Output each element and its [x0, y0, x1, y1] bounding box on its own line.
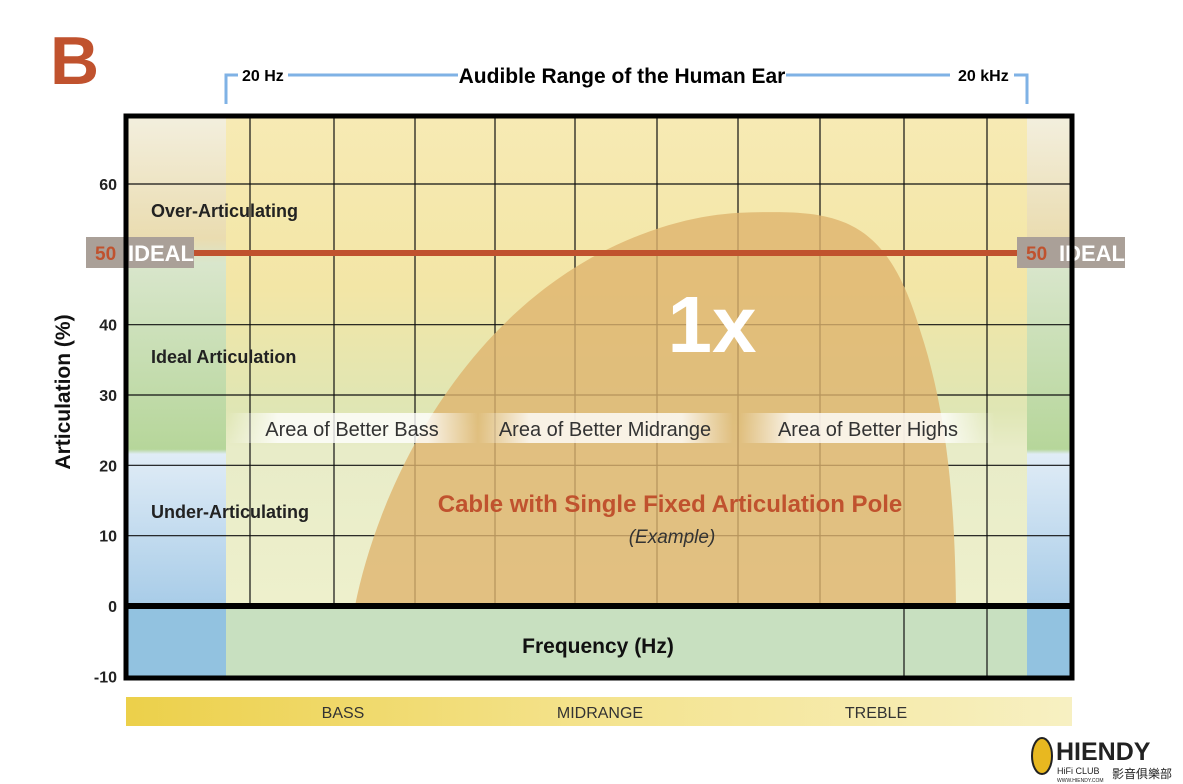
ideal-value-left: 50	[95, 244, 116, 265]
logo-cjk: 影音俱樂部	[1112, 766, 1172, 781]
right-margin-zone	[1027, 116, 1072, 606]
freq-band	[226, 606, 1027, 678]
ideal-value-right: 50	[1026, 244, 1047, 265]
y-tick-label: -10	[94, 669, 117, 686]
ideal-label-left: IDEAL	[128, 241, 194, 266]
freq-right	[1027, 606, 1072, 678]
ideal-label-right: IDEAL	[1059, 241, 1125, 266]
series-name: Cable with Single Fixed Articulation Pol…	[438, 491, 903, 518]
chart-title: Audible Range of the Human Ear	[459, 65, 786, 88]
y-tick-label: 10	[99, 529, 117, 546]
band-midrange: MIDRANGE	[557, 705, 643, 722]
y-tick-label: 60	[99, 177, 117, 194]
hiendy-logo: HIENDY HiFi CLUB WWW.HIENDY.COM 影音俱樂部	[1031, 737, 1172, 784]
zone-label: Ideal Articulation	[151, 347, 296, 367]
range-end-label: 20 kHz	[958, 68, 1009, 85]
area-label-bg	[228, 413, 478, 443]
logo-sub: HiFi CLUB	[1057, 766, 1100, 776]
x-axis-label: Frequency (Hz)	[522, 635, 674, 658]
area-label-bg	[478, 413, 733, 443]
band-treble: TREBLE	[845, 705, 907, 722]
plot-frame	[123, 113, 1075, 681]
peak-label: 1x	[668, 280, 757, 369]
freq-left	[126, 606, 226, 678]
series-note: (Example)	[629, 527, 716, 548]
band-bass: BASS	[322, 705, 365, 722]
logo-name: HIENDY	[1056, 738, 1151, 766]
logo-url: WWW.HIENDY.COM	[1057, 778, 1104, 784]
area-label-bg	[740, 413, 995, 443]
y-axis-label: Articulation (%)	[52, 314, 75, 469]
frequency-bands-bar	[126, 697, 1072, 726]
zone-label: Under-Articulating	[151, 502, 309, 522]
audible-range-bracket	[224, 73, 1029, 104]
y-tick-label: 40	[99, 318, 117, 335]
range-start-label: 20 Hz	[242, 68, 284, 85]
zone-label: Over-Articulating	[151, 201, 298, 221]
area-label-bass: Area of Better Bass	[265, 419, 438, 441]
series-area	[355, 212, 956, 607]
y-tick-label: 30	[99, 388, 117, 405]
left-margin-zone	[126, 116, 226, 606]
panel-letter: B	[50, 23, 99, 99]
y-tick-label: 20	[99, 458, 117, 475]
ideal-badge-left	[86, 237, 194, 268]
y-ticks: 60 40 30 20 10 0 -10	[94, 177, 117, 686]
area-label-midrange: Area of Better Midrange	[499, 419, 711, 441]
y-tick-label: 0	[108, 599, 117, 616]
area-label-highs: Area of Better Highs	[778, 419, 958, 441]
